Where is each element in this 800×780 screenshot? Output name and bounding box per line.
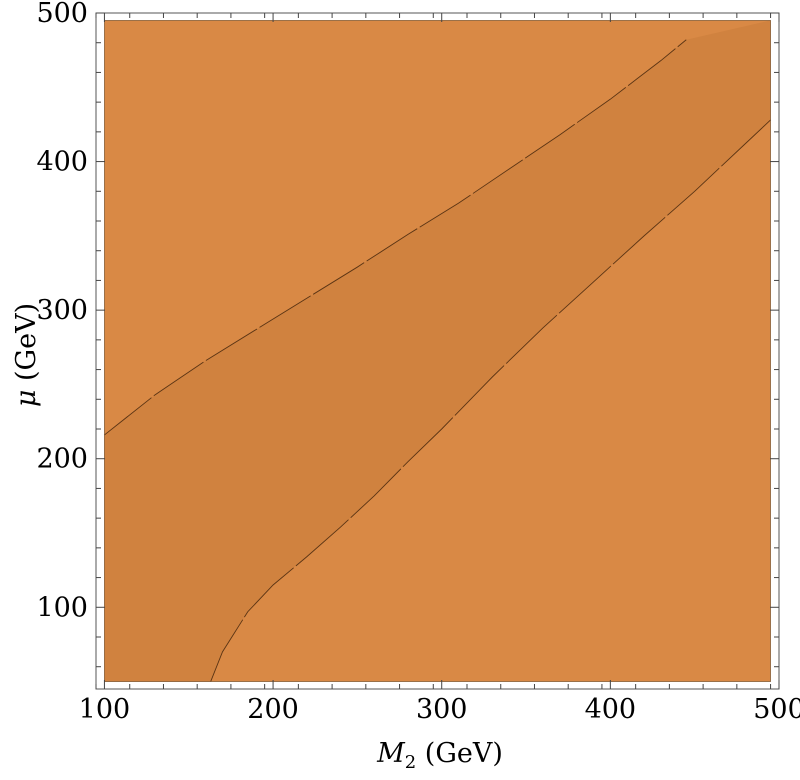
x-axis-label-subscript: 2	[405, 752, 416, 773]
plot-region-outline	[104, 20, 771, 682]
x-axis-label: M2 (GeV)	[376, 738, 503, 773]
y-axis-label-unit: (GeV)	[11, 303, 42, 390]
x-tick-label: 200	[247, 694, 299, 725]
x-axis-label-unit: (GeV)	[416, 738, 503, 769]
x-tick-label: 400	[585, 694, 637, 725]
y-axis-label-symbol: μ	[11, 390, 42, 408]
x-tick-label: 500	[753, 694, 800, 725]
contour-line-2	[210, 119, 771, 682]
y-tick-label: 200	[36, 444, 88, 475]
contour-line-1	[104, 39, 687, 436]
y-axis-label: μ (GeV)	[11, 303, 42, 407]
axis-ticks	[95, 12, 780, 689]
x-tick-label: 100	[79, 694, 131, 725]
tick-labels: 100 200 300 400 500 100 200 300 400 500	[36, 0, 800, 725]
axes-frame	[95, 12, 780, 690]
x-tick-label: 300	[416, 694, 468, 725]
y-tick-label: 300	[36, 295, 88, 326]
y-tick-label: 100	[36, 592, 88, 623]
plot-area	[95, 12, 780, 690]
inner-band-region	[104, 20, 771, 682]
x-axis-label-symbol: M	[376, 738, 406, 769]
y-tick-label: 400	[36, 147, 88, 178]
y-tick-label: 500	[36, 0, 88, 29]
